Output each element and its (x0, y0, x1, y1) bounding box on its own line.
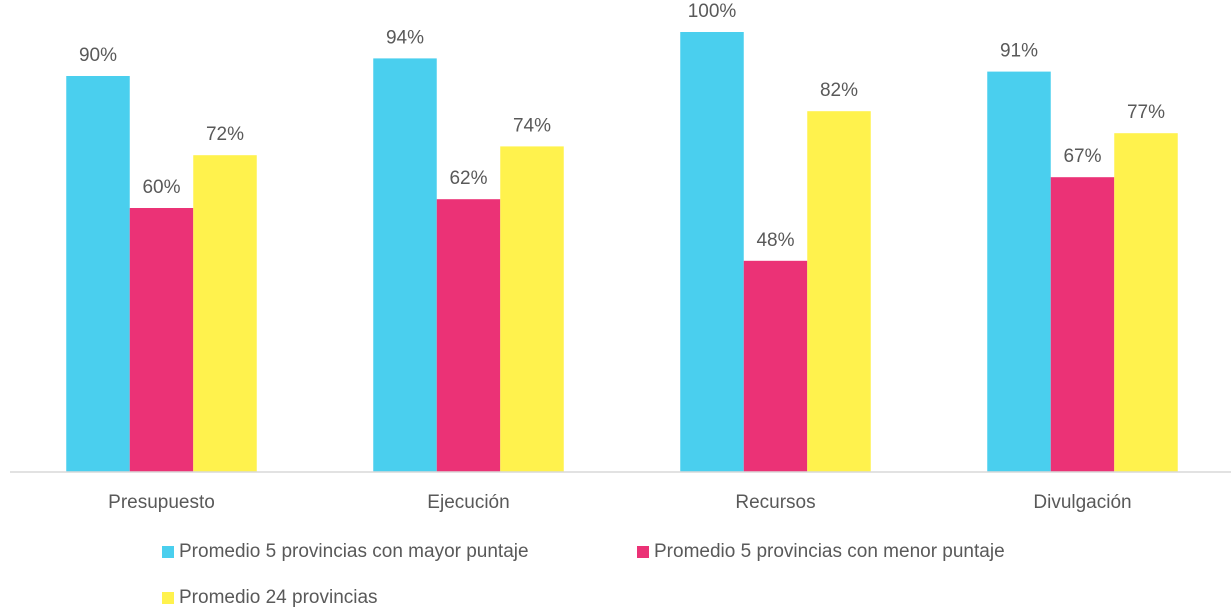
bar (500, 146, 564, 472)
value-label: 100% (688, 1, 737, 22)
bar (1114, 133, 1178, 472)
x-tick-label: Divulgación (1033, 492, 1131, 513)
legend-label: Promedio 5 provincias con mayor puntaje (179, 541, 529, 562)
value-label: 72% (206, 124, 244, 145)
value-label: 48% (756, 230, 794, 251)
bar (66, 76, 130, 472)
legend-label: Promedio 5 provincias con menor puntaje (654, 541, 1005, 562)
bar (1050, 177, 1115, 472)
value-label: 77% (1127, 102, 1165, 123)
x-tick-label: Ejecución (427, 492, 509, 513)
x-tick-label: Recursos (735, 492, 815, 513)
bar (129, 208, 194, 472)
value-label: 94% (386, 27, 424, 48)
bar (193, 155, 257, 472)
bar (987, 71, 1051, 472)
x-tick-label: Presupuesto (108, 492, 215, 513)
value-label: 67% (1063, 146, 1101, 167)
legend-swatch (162, 592, 174, 604)
value-label: 74% (513, 115, 551, 136)
value-label: 90% (79, 45, 117, 66)
bar (436, 199, 501, 472)
bar (743, 260, 808, 472)
bar (680, 32, 744, 472)
bar (373, 58, 437, 473)
value-label: 91% (1000, 41, 1038, 62)
legend-swatch (637, 546, 649, 558)
value-label: 62% (449, 168, 487, 189)
value-label: 60% (142, 177, 180, 198)
legend-label: Promedio 24 provincias (179, 587, 378, 608)
value-label: 82% (820, 80, 858, 101)
legend-swatch (162, 546, 174, 558)
bar (807, 111, 871, 472)
